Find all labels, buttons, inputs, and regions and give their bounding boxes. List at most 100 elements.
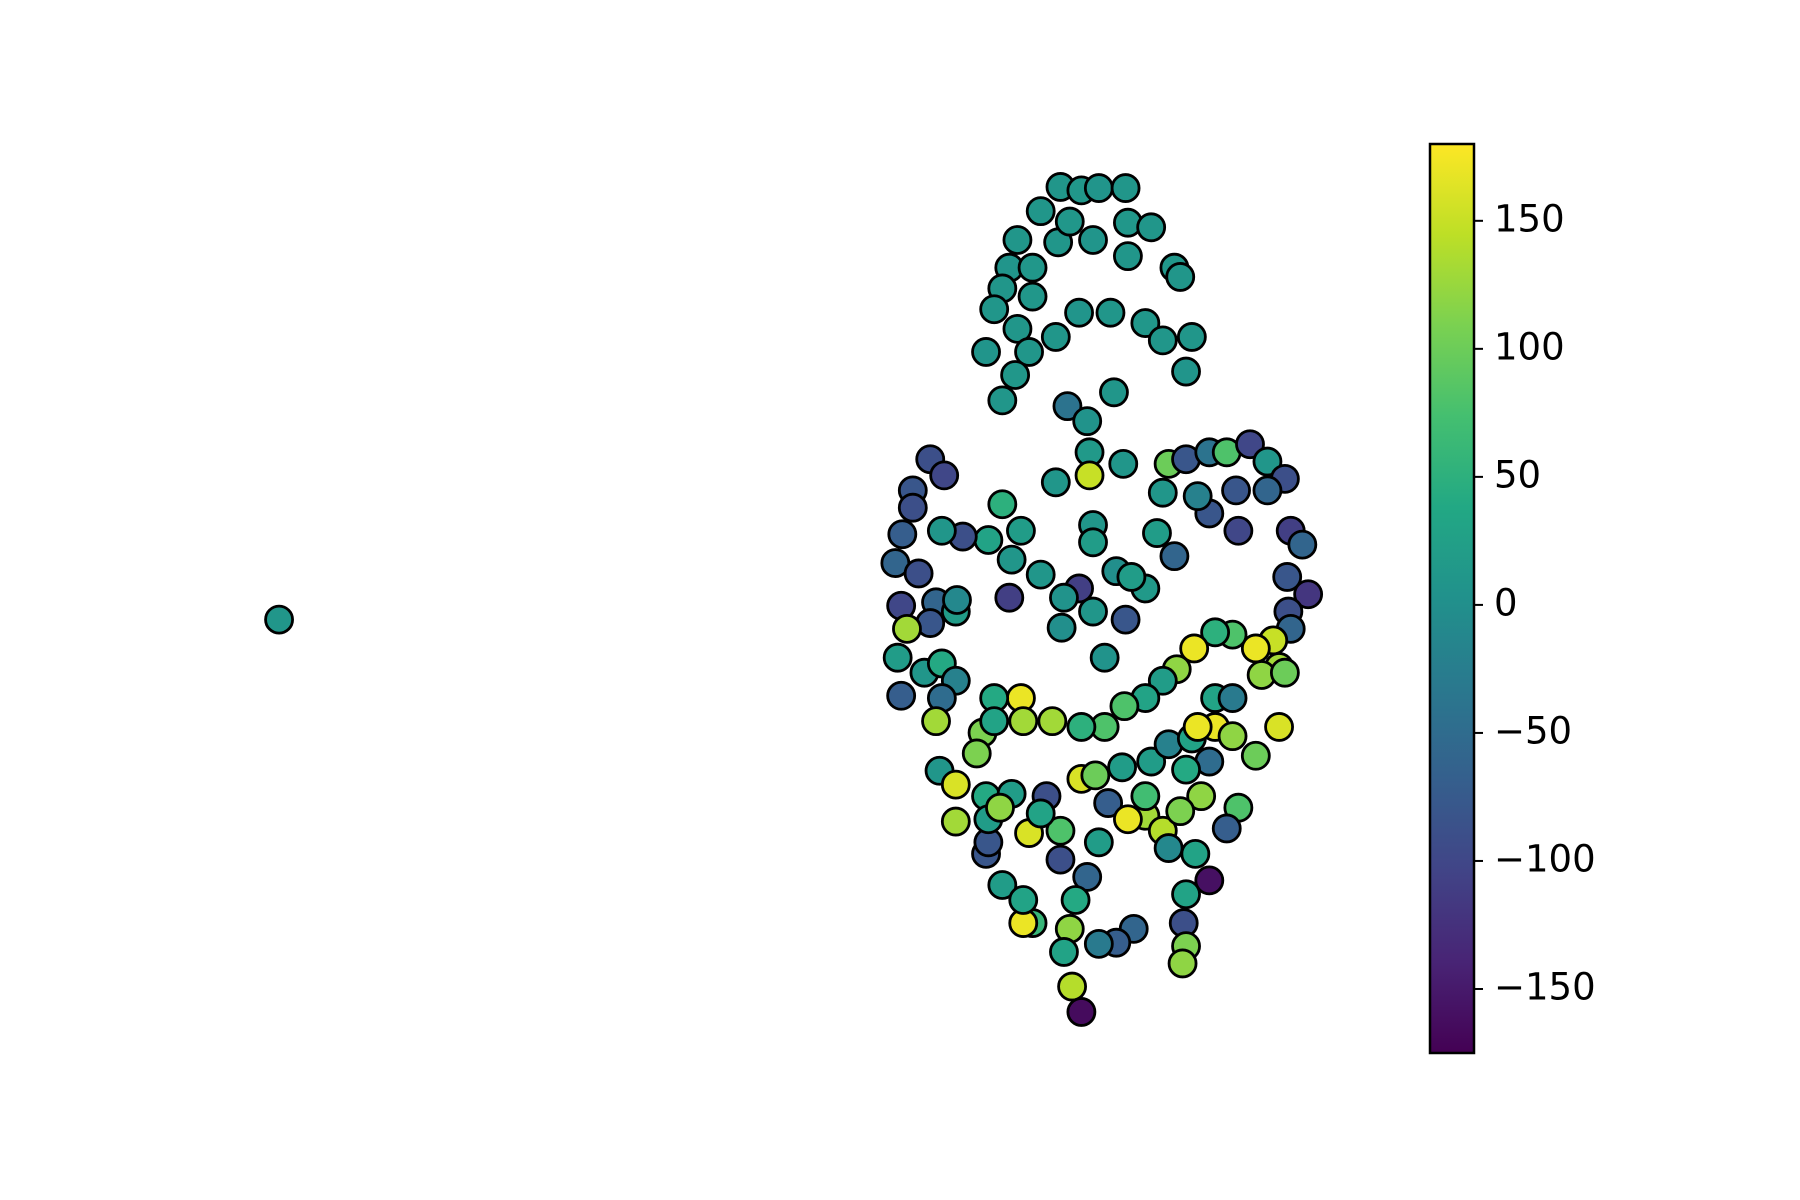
colorbar-tick-label: 50 [1494,453,1541,496]
scatter-point [1083,928,1114,959]
scatter-point [987,870,1018,900]
scatter-point [1025,798,1056,829]
scatter-point [940,769,971,800]
scatter-point [1049,937,1079,967]
scatter-point [1165,796,1196,827]
scatter-point [1078,225,1108,255]
scatter-point [987,489,1018,520]
scatter-point [1147,325,1178,356]
scatter-point [1180,838,1211,869]
scatter-point [1264,712,1294,742]
scatter-point [1040,322,1071,352]
scatter-point [1110,604,1141,635]
scatter-point [1240,740,1271,771]
scatter-point [1080,760,1111,791]
scatter-point [903,558,934,589]
scatter-point [1142,518,1172,548]
scatter-point [973,525,1004,555]
scatter-point [1072,406,1103,437]
scatter-point [971,337,1001,367]
scatter-point [1052,391,1083,422]
colorbar-tick-label: −50 [1494,709,1572,752]
scatter-point [1002,225,1033,255]
scatter-point [1078,596,1108,627]
scatter-point [1000,360,1031,390]
scatter-point [1252,446,1283,477]
scatter-point [1171,879,1201,910]
scatter-point [1269,657,1300,688]
scatter-point [1221,475,1251,506]
colorbar-tick-label: −100 [1494,837,1596,880]
scatter-point [1113,241,1143,272]
scatter-point [897,492,928,523]
scatter-point [1179,633,1210,664]
scatter-point [1006,515,1036,546]
scatter-point [1110,173,1141,203]
scatter-point [1223,515,1254,546]
scatter-point [1037,706,1068,737]
scatter-point [1025,559,1056,590]
scatter-point [1167,948,1198,979]
colorbar-tick-label: 0 [1494,581,1518,624]
scatter-point [1200,617,1231,648]
scatter-point [1040,467,1071,498]
scatter-point [1293,579,1324,610]
scatter-point [979,294,1010,325]
scatter-point [1182,481,1213,512]
scatter-point [1252,475,1283,506]
scatter-point [1025,196,1056,227]
scatter-point [1095,297,1126,328]
scatter-point [1109,691,1140,722]
scatter-point [1045,815,1076,846]
scatter-point [1182,712,1213,742]
scatter-point [1083,827,1114,858]
scatter-point [1093,788,1124,818]
scatter-point [996,544,1027,575]
colorbar-tick-label: 150 [1494,197,1565,240]
scatter-point [882,642,913,673]
scatter-point [886,680,917,711]
scatter-point [1147,477,1178,508]
scatter-point [1153,833,1184,863]
scatter-point [1049,582,1079,613]
scatter-point [1171,356,1201,387]
scatter-point [892,613,922,644]
scatter-point [1045,844,1076,875]
scatter-point [1046,612,1077,643]
scatter-point [1066,712,1097,742]
scatter-point [1176,322,1207,352]
scatter-point [1083,173,1114,203]
scatter-point [1017,281,1048,312]
scatter-point [1078,527,1108,558]
scatter-point [1217,683,1248,713]
scatter-point [1235,429,1265,460]
scatter-point [887,519,918,550]
scatter-point [1136,212,1167,243]
scatter-point [1064,297,1094,328]
scatter-point [1194,865,1225,896]
scatter-point [985,792,1015,823]
colorbar-tick-label: 100 [1494,325,1565,368]
scatter-point [994,582,1025,613]
scatter-point [1074,460,1105,491]
scatter-point [979,706,1010,737]
scatter-point [264,604,294,635]
scatter-point [1054,206,1085,237]
scatter-point [1171,754,1201,785]
scatter-point [1130,781,1161,812]
scatter-point [1147,665,1178,696]
scatter-point [926,515,957,546]
scatter-point [1217,721,1248,752]
scatter-point [1211,813,1242,844]
scatter-point [1008,885,1039,915]
scatter-point [940,806,971,837]
scatter-point [1057,971,1087,1002]
scatter-point [1014,337,1044,367]
scatter-point [1008,706,1039,737]
scatter-point [921,706,951,737]
scatter-point [1159,541,1190,572]
scatter-point [987,385,1018,416]
scatter-point [1089,642,1120,673]
scatter-point [1136,746,1167,777]
scatter-point [929,460,960,491]
